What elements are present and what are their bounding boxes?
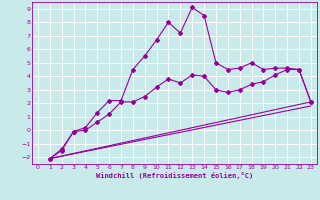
X-axis label: Windchill (Refroidissement éolien,°C): Windchill (Refroidissement éolien,°C) [96,172,253,179]
